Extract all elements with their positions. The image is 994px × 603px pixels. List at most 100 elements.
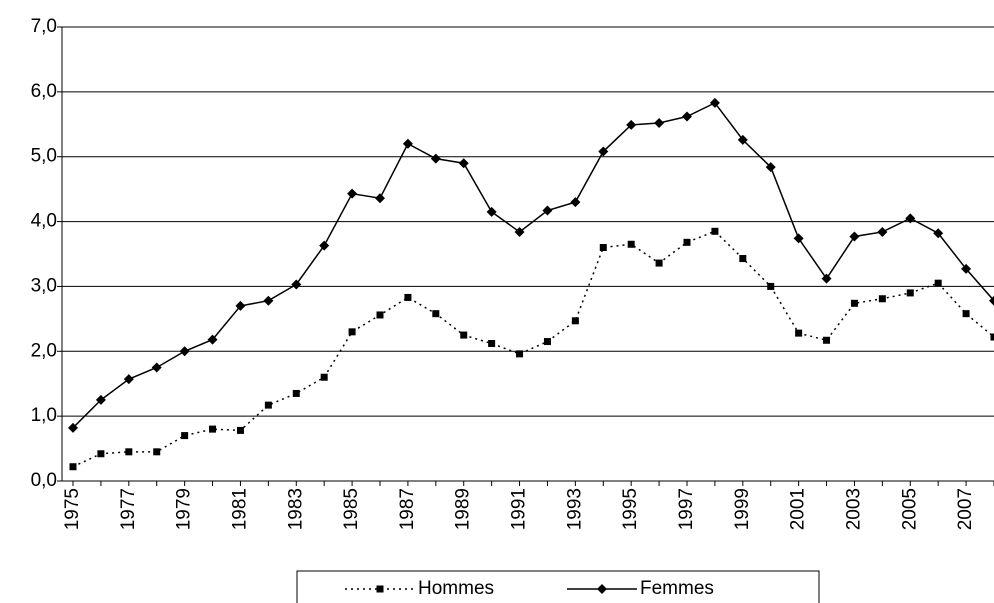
y-tick-label: 0,0 [31, 470, 57, 491]
marker [962, 310, 970, 318]
marker [458, 158, 469, 169]
marker [765, 162, 776, 173]
legend-box [296, 570, 820, 603]
marker [179, 346, 190, 357]
marker [989, 295, 994, 306]
marker [430, 153, 441, 164]
marker [376, 311, 384, 319]
y-tick-label: 2,0 [31, 340, 57, 361]
x-tick-label: 2003 [843, 488, 864, 530]
marker [153, 448, 161, 456]
marker [795, 329, 803, 337]
marker [877, 226, 888, 237]
marker [151, 362, 162, 373]
marker [654, 117, 665, 128]
marker [709, 97, 720, 108]
marker [739, 255, 747, 263]
x-tick-label: 1979 [174, 488, 195, 530]
marker [598, 146, 609, 157]
y-tick-label: 7,0 [31, 16, 57, 37]
legend-label: Femmes [640, 578, 714, 599]
marker [236, 426, 244, 434]
marker [95, 394, 106, 405]
series-line [72, 101, 994, 429]
x-tick-label: 1999 [732, 488, 753, 530]
marker [793, 233, 804, 244]
marker [906, 289, 914, 297]
marker [320, 373, 328, 381]
marker [655, 259, 663, 267]
marker [432, 310, 440, 318]
y-tick-label: 3,0 [31, 275, 57, 296]
x-tick-label: 1981 [229, 488, 250, 530]
x-tick-label: 1997 [676, 488, 697, 530]
x-tick-label: 1983 [285, 488, 306, 530]
x-tick-label: 2007 [955, 488, 976, 530]
x-tick-label: 1993 [564, 488, 585, 530]
x-tick-label: 1977 [118, 488, 139, 530]
marker [292, 389, 300, 397]
x-tick-label: 1975 [62, 488, 83, 530]
marker [516, 350, 524, 358]
y-tick-label: 5,0 [31, 146, 57, 167]
marker [626, 119, 637, 130]
marker [123, 374, 134, 385]
marker [207, 334, 218, 345]
marker [682, 111, 692, 122]
marker [209, 425, 217, 433]
marker [376, 585, 384, 593]
marker [737, 134, 748, 145]
marker [711, 227, 719, 235]
marker [767, 282, 775, 290]
marker [235, 300, 246, 311]
marker [599, 244, 607, 252]
x-tick-label: 1989 [453, 488, 474, 530]
marker [264, 401, 272, 409]
marker [878, 295, 886, 303]
marker [571, 317, 579, 325]
marker [990, 333, 994, 341]
marker [460, 331, 468, 339]
marker [905, 213, 916, 224]
marker [97, 450, 105, 458]
x-tick-label: 2001 [788, 488, 809, 530]
marker [69, 463, 77, 471]
marker [404, 293, 412, 301]
marker [402, 138, 413, 149]
x-tick-label: 1995 [620, 488, 641, 530]
marker [486, 206, 497, 217]
marker [821, 273, 832, 284]
marker [347, 188, 358, 199]
marker [375, 193, 385, 204]
marker [597, 584, 607, 594]
marker [934, 279, 942, 287]
marker [933, 228, 944, 239]
marker [542, 205, 553, 216]
marker [570, 197, 581, 208]
marker [823, 336, 831, 344]
marker [291, 279, 302, 290]
marker [849, 231, 860, 242]
marker [263, 295, 274, 306]
marker [543, 338, 551, 346]
marker [850, 299, 858, 307]
marker [961, 263, 972, 274]
marker [348, 328, 356, 336]
marker [319, 240, 330, 251]
y-tick-label: 4,0 [31, 211, 57, 232]
marker [514, 226, 525, 237]
x-tick-label: 1991 [509, 488, 530, 530]
x-tick-label: 1985 [341, 488, 362, 530]
marker [683, 238, 691, 246]
marker [488, 340, 496, 348]
legend-label: Hommes [418, 578, 494, 599]
marker [181, 432, 189, 440]
x-tick-label: 1987 [397, 488, 418, 530]
x-tick-label: 2005 [899, 488, 920, 530]
y-tick-label: 6,0 [31, 81, 57, 102]
y-tick-label: 1,0 [31, 405, 57, 426]
marker [125, 448, 133, 456]
marker [68, 422, 78, 433]
marker [627, 240, 635, 248]
